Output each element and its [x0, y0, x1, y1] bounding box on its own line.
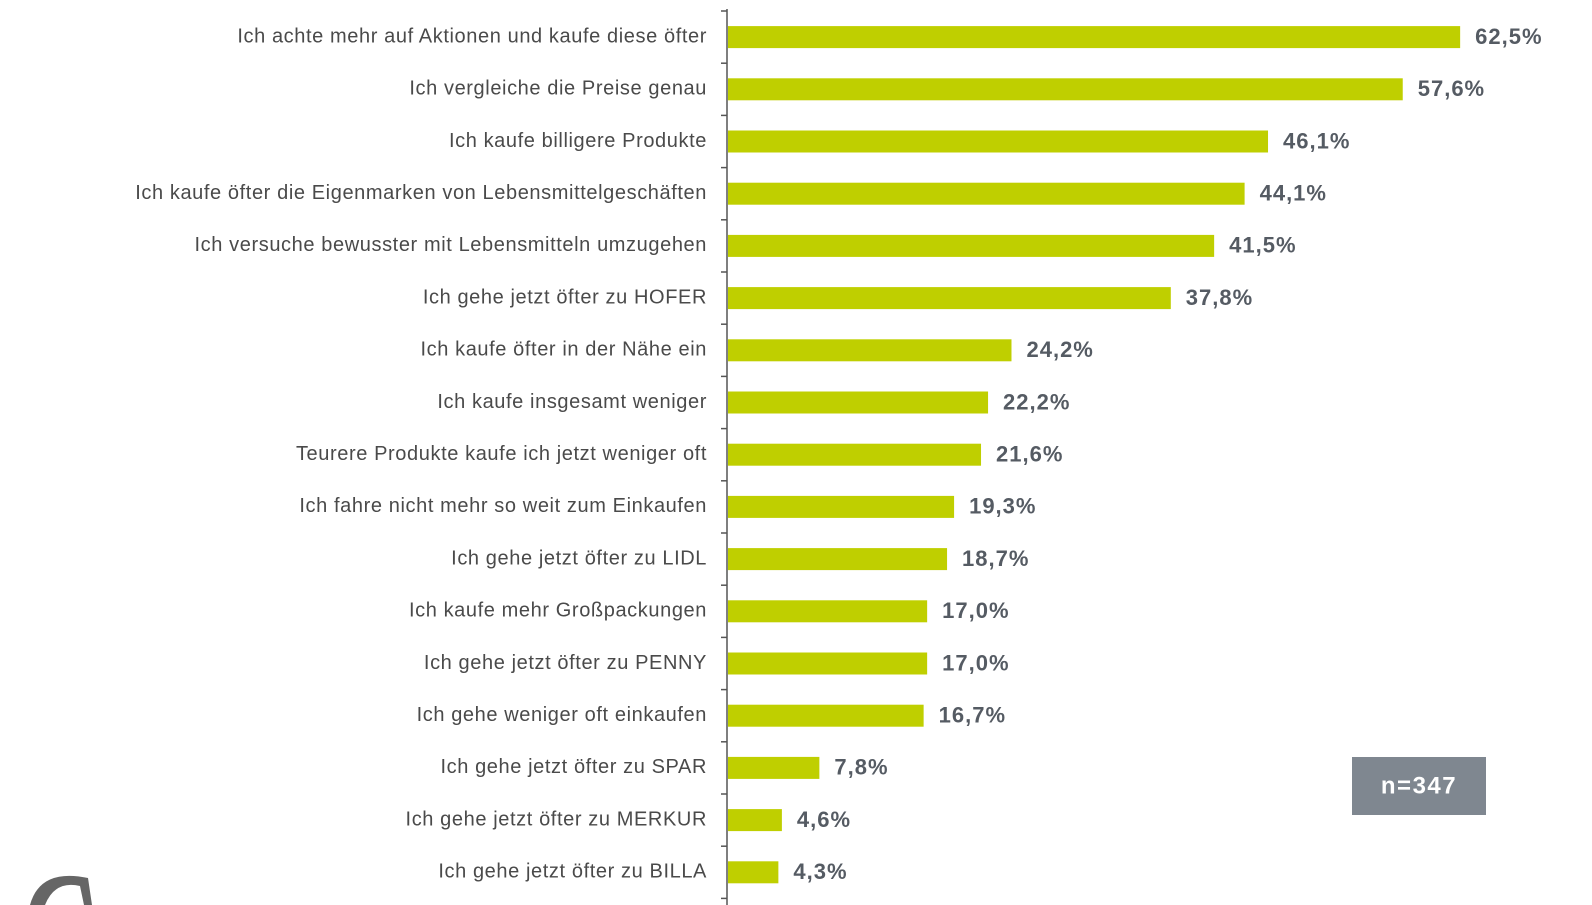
value-label: 22,2% [1003, 389, 1070, 414]
category-label: Ich kaufe öfter in der Nähe ein [420, 339, 707, 361]
value-label: 37,8% [1186, 285, 1253, 310]
bar [728, 756, 820, 779]
value-label: 21,6% [996, 442, 1063, 467]
value-label: 46,1% [1283, 128, 1350, 153]
category-label: Ich versuche bewusster mit Lebensmitteln… [195, 234, 707, 256]
category-label: Ich kaufe billigere Produkte [449, 130, 707, 152]
bar [728, 234, 1215, 257]
value-label: 62,5% [1475, 24, 1542, 49]
bar [728, 339, 1012, 362]
category-label: Ich gehe weniger oft einkaufen [417, 704, 707, 726]
value-label: 4,3% [793, 859, 847, 884]
value-label: 41,5% [1229, 233, 1296, 258]
category-label: Ich kaufe mehr Großpackungen [409, 600, 707, 622]
value-label: 17,0% [942, 650, 1009, 675]
bar [728, 495, 955, 518]
category-label: Ich kaufe insgesamt weniger [437, 391, 707, 413]
bar [728, 443, 982, 466]
bar [728, 78, 1403, 101]
category-label: Ich gehe jetzt öfter zu BILLA [438, 861, 707, 883]
bar [728, 652, 928, 675]
sample-size: n=347 [1381, 772, 1457, 799]
value-label: 57,6% [1418, 76, 1485, 101]
category-label: Ich gehe jetzt öfter zu LIDL [451, 547, 707, 569]
value-label: 4,6% [797, 807, 851, 832]
category-label: Ich achte mehr auf Aktionen und kaufe di… [237, 25, 707, 47]
value-label: 7,8% [834, 755, 888, 780]
bar [728, 704, 924, 727]
value-label: 44,1% [1260, 181, 1327, 206]
category-label: Ich fahre nicht mehr so weit zum Einkauf… [299, 495, 707, 517]
bar [728, 26, 1461, 49]
bar [728, 130, 1269, 153]
category-label: Teurere Produkte kaufe ich jetzt weniger… [296, 443, 707, 465]
bar [728, 809, 782, 832]
value-label: 24,2% [1026, 337, 1093, 362]
category-label: Ich vergleiche die Preise genau [409, 78, 707, 100]
category-label: Ich gehe jetzt öfter zu PENNY [424, 652, 707, 674]
bar [728, 861, 779, 884]
value-label: 19,3% [969, 494, 1036, 519]
category-label: Ich gehe jetzt öfter zu MERKUR [406, 808, 707, 830]
value-label: 18,7% [962, 546, 1029, 571]
bar [728, 548, 948, 571]
bar [728, 287, 1171, 310]
bar [728, 182, 1245, 205]
value-label: 17,0% [942, 598, 1009, 623]
category-label: Ich gehe jetzt öfter zu SPAR [440, 756, 707, 778]
bar [728, 600, 928, 623]
category-label: Ich kaufe öfter die Eigenmarken von Lebe… [135, 182, 707, 204]
sample-size-box [1352, 757, 1486, 815]
bar [728, 391, 989, 414]
logo [30, 875, 92, 905]
category-label: Ich gehe jetzt öfter zu HOFER [423, 286, 707, 308]
value-label: 16,7% [939, 703, 1006, 728]
